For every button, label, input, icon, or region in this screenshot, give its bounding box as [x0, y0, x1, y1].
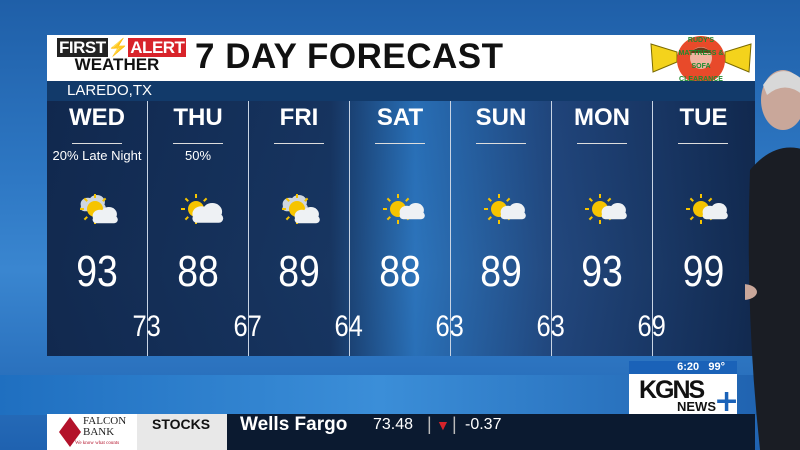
low-temp: 63: [435, 310, 464, 343]
high-temp: 88: [177, 247, 219, 296]
low-temp: 64: [334, 310, 363, 343]
stock-ticker: FALCON BANK We know what counts STOCKS W…: [47, 414, 755, 450]
high-temp: 89: [480, 247, 522, 296]
day-name: FRI: [279, 104, 319, 131]
high-temp: 99: [682, 247, 725, 296]
partly-cloudy-icon: [282, 194, 320, 224]
divider: [173, 143, 223, 144]
low-temp: 73: [132, 310, 161, 343]
precip-chance: 20% Late Night: [52, 148, 142, 163]
partly-sunny-icon: [383, 194, 425, 224]
forecast-panel: WED 20% Late Night 93 THU 50% 88 FRI 89 SAT…: [47, 101, 755, 356]
day-column-sat: SAT 88: [350, 101, 451, 356]
divider: [72, 143, 122, 144]
first-alert-weather-logo: FIRST ⚡ ALERT WEATHER: [57, 38, 187, 74]
day-column-tue: TUE 99: [653, 101, 754, 356]
lightning-icon: ⚡: [107, 38, 129, 57]
ticker-label: STOCKS: [137, 414, 227, 450]
partly-sunny-icon: [585, 194, 627, 224]
forecast-header: FIRST ⚡ ALERT WEATHER 7 DAY FORECAST RUDY'…: [47, 35, 755, 96]
day-name: SAT: [376, 104, 424, 131]
ticker-change: -0.37: [465, 416, 502, 433]
precip-chance: 50%: [184, 148, 212, 163]
high-temp: 88: [379, 247, 421, 296]
mostly-cloudy-icon: [181, 194, 224, 224]
divider: [678, 143, 728, 144]
location-bar: LAREDO,TX: [47, 81, 755, 101]
rudys-sponsor-logo: [650, 36, 752, 84]
low-temp: 69: [637, 310, 666, 343]
high-temp: 93: [581, 247, 623, 296]
falcon-bank-logo: FALCON BANK We know what counts: [47, 414, 137, 450]
down-arrow-icon: ▼: [436, 417, 450, 433]
divider: [274, 143, 324, 144]
day-column-thu: THU 50% 88: [148, 101, 249, 356]
ticker-price: 73.48: [373, 416, 414, 433]
location-label: LAREDO,TX: [67, 82, 153, 99]
plus-icon: +: [714, 384, 740, 419]
high-temp: 89: [278, 247, 320, 296]
day-column-mon: MON 93: [552, 101, 653, 356]
day-name: SUN: [475, 104, 527, 131]
day-column-wed: WED 20% Late Night 93: [47, 101, 148, 356]
current-temp: 99°: [708, 361, 725, 373]
day-name: WED: [69, 104, 125, 131]
day-column-sun: SUN 89: [451, 101, 552, 356]
partly-sunny-icon: [686, 194, 728, 224]
clock-time: 6:20: [677, 361, 700, 373]
high-temp: 93: [76, 247, 118, 296]
day-name: THU: [173, 104, 223, 131]
low-temp: 63: [536, 310, 565, 343]
divider: [476, 143, 526, 144]
day-name: TUE: [679, 104, 728, 131]
kgns-logo: KGNS NEWS +: [629, 374, 740, 419]
page-title: 7 DAY FORECAST: [195, 37, 504, 76]
divider: [375, 143, 425, 144]
ticker-company: Wells Fargo: [240, 414, 348, 435]
partly-cloudy-icon: [80, 194, 118, 224]
station-bug: 6:20 99° KGNS NEWS +: [629, 361, 740, 419]
divider: [577, 143, 627, 144]
meteorologist: [745, 70, 800, 450]
day-column-fri: FRI 89: [249, 101, 350, 356]
low-temp: 67: [233, 310, 262, 343]
day-name: MON: [574, 104, 630, 131]
partly-sunny-icon: [484, 194, 526, 224]
